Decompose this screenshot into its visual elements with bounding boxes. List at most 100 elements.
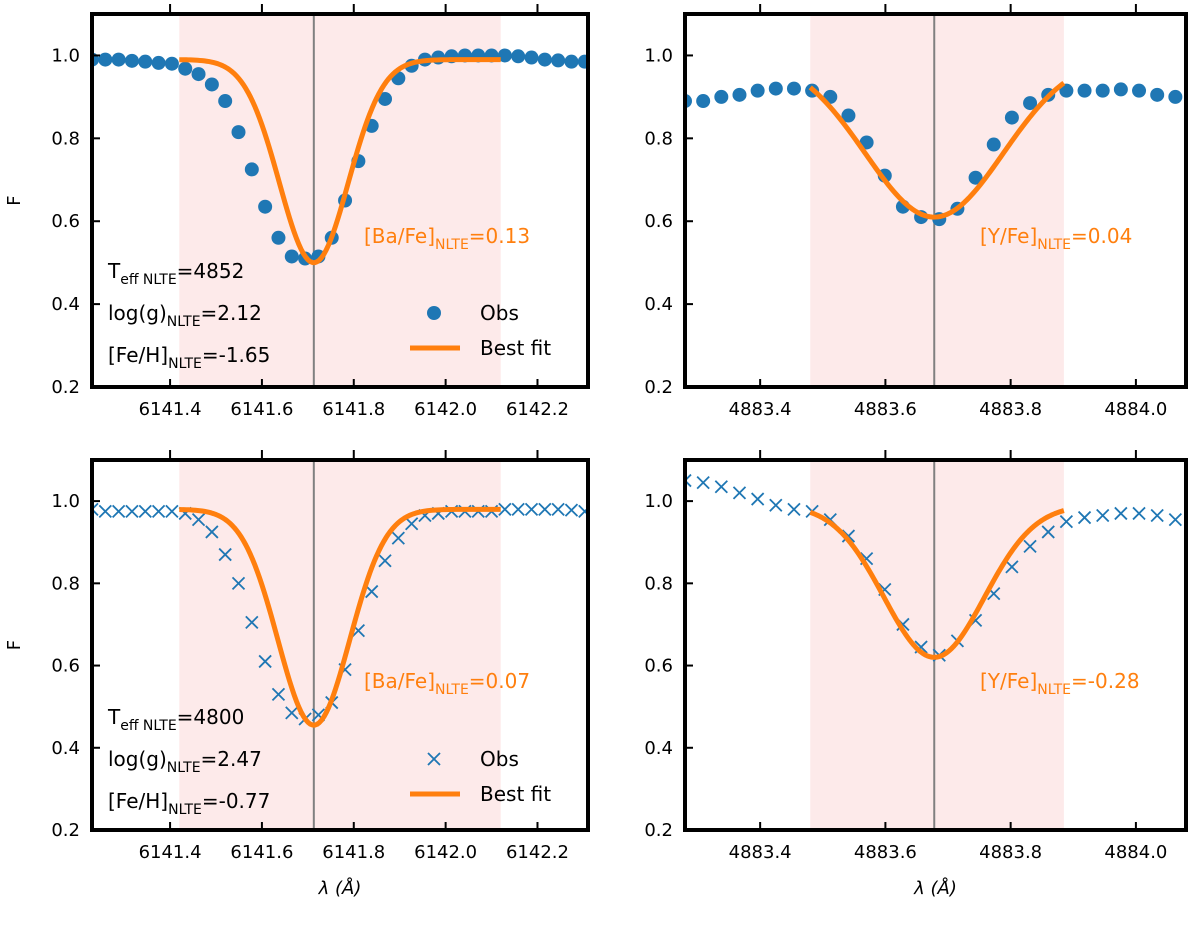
obs-point — [986, 137, 1001, 152]
axes-frame — [90, 458, 590, 832]
obs-point — [1059, 83, 1074, 98]
y-tick-label: 1.0 — [51, 491, 80, 512]
obs-point — [538, 502, 552, 516]
stellar-param-1: log(g)NLTE=2.12 — [108, 301, 262, 330]
y-tick-label: 1.0 — [644, 491, 673, 512]
obs-point — [1023, 96, 1038, 111]
obs-point — [191, 512, 206, 527]
obs-point — [524, 502, 539, 516]
obs-point — [768, 81, 783, 96]
fit-window-band — [810, 14, 1064, 387]
obs-point — [551, 53, 566, 68]
panel-bottom-left: 6141.4 6141.6 6141.8 6142.0 6142.2 0.2 0.4 0.6 0… — [4, 450, 590, 899]
x-tick-label: 6141.4 — [139, 842, 202, 863]
obs-point — [271, 230, 286, 245]
y-tick-label: 1.0 — [51, 45, 80, 66]
legend-obs-marker — [427, 752, 441, 766]
x-tick-label: 6142.0 — [414, 399, 477, 420]
y-tick-label: 0.8 — [644, 128, 673, 149]
obs-point — [92, 502, 99, 516]
obs-point — [244, 162, 259, 177]
obs-point — [1132, 83, 1147, 98]
x-tick-label: 4883.4 — [729, 842, 792, 863]
obs-point — [841, 108, 856, 123]
panel-top-left: 6141.4 6141.6 6141.8 6142.0 6142.2 0.2 0.4 0.6 0… — [4, 4, 590, 420]
stellar-param-1: log(g)NLTE=2.47 — [108, 747, 262, 776]
obs-point — [378, 554, 392, 568]
obs-point — [204, 77, 219, 92]
x-tick-label: 6142.2 — [506, 842, 569, 863]
obs-point — [578, 504, 588, 519]
obs-point — [968, 170, 983, 185]
obs-point — [112, 504, 126, 519]
x-tick-label: 4883.4 — [729, 399, 792, 420]
obs-point — [124, 53, 139, 68]
y-tick-label: 0.4 — [644, 294, 673, 315]
y-tick-label: 0.2 — [51, 377, 80, 398]
obs-point — [497, 48, 512, 63]
y-tick-label: 0.6 — [51, 211, 80, 232]
x-tick-label: 4884.0 — [1104, 399, 1167, 420]
obs-point — [1005, 560, 1019, 574]
x-axis-label: λ (Å) — [318, 877, 362, 899]
obs-point — [751, 492, 765, 506]
obs-point — [258, 654, 272, 669]
y-tick-label: 0.4 — [51, 738, 80, 759]
legend-obs-marker — [427, 306, 441, 320]
x-tick-label: 6141.8 — [322, 842, 385, 863]
legend-fit-label: Best fit — [480, 782, 551, 806]
obs-point — [165, 504, 179, 519]
axes-frame — [683, 12, 1188, 389]
obs-point — [537, 52, 552, 67]
obs-point — [111, 52, 126, 67]
axes-frame — [90, 12, 590, 389]
obs-point — [231, 125, 246, 140]
obs-point — [138, 54, 153, 69]
obs-point — [125, 504, 139, 519]
obs-point — [551, 502, 565, 516]
obs-point — [841, 529, 856, 543]
obs-point — [787, 502, 801, 516]
obs-point — [732, 486, 747, 500]
y-tick-label: 0.4 — [51, 294, 80, 315]
obs-point — [1077, 83, 1092, 98]
legend-obs-label: Obs — [480, 301, 519, 325]
obs-point — [750, 83, 765, 98]
best-fit-curve — [179, 506, 501, 728]
x-tick-label: 6142.2 — [506, 399, 569, 420]
panel-top-right: 4883.4 4883.6 4883.8 4884.0 0.2 0.4 0.6 0.8 1.0 [… — [644, 4, 1188, 420]
obs-point — [138, 504, 152, 519]
obs-point — [1095, 83, 1110, 98]
stellar-param-0: Teff NLTE=4800 — [107, 705, 244, 734]
x-tick-label: 4883.8 — [979, 399, 1042, 420]
legend-obs-label: Obs — [480, 747, 519, 771]
obs-point — [405, 517, 419, 531]
y-tick-label: 0.8 — [644, 573, 673, 594]
x-tick-label: 6141.6 — [230, 842, 293, 863]
obs-point — [1096, 508, 1110, 523]
obs-point — [1132, 506, 1146, 521]
obs-series — [685, 473, 1182, 662]
obs-point — [218, 547, 232, 562]
obs-point — [285, 706, 299, 720]
obs-point — [1004, 110, 1019, 125]
obs-point — [151, 55, 166, 70]
abundance-annotation: [Ba/Fe]NLTE=0.07 — [364, 669, 530, 698]
obs-point — [1150, 87, 1165, 102]
stellar-param-2: [Fe/H]NLTE=-0.77 — [108, 789, 270, 818]
obs-point — [258, 199, 273, 214]
y-axis-label: F — [4, 195, 25, 205]
x-tick-label: 4883.6 — [854, 399, 917, 420]
obs-point — [1023, 539, 1037, 553]
y-tick-label: 0.4 — [644, 738, 673, 759]
y-axis-label: F — [4, 640, 25, 650]
x-tick-label: 6141.6 — [230, 399, 293, 420]
x-tick-label: 4883.8 — [979, 842, 1042, 863]
x-axis-label: λ (Å) — [913, 877, 957, 899]
obs-point — [577, 54, 588, 69]
obs-point — [1113, 82, 1128, 97]
obs-point — [1114, 506, 1128, 521]
best-fit-curve — [809, 508, 1065, 660]
obs-point — [769, 498, 783, 512]
